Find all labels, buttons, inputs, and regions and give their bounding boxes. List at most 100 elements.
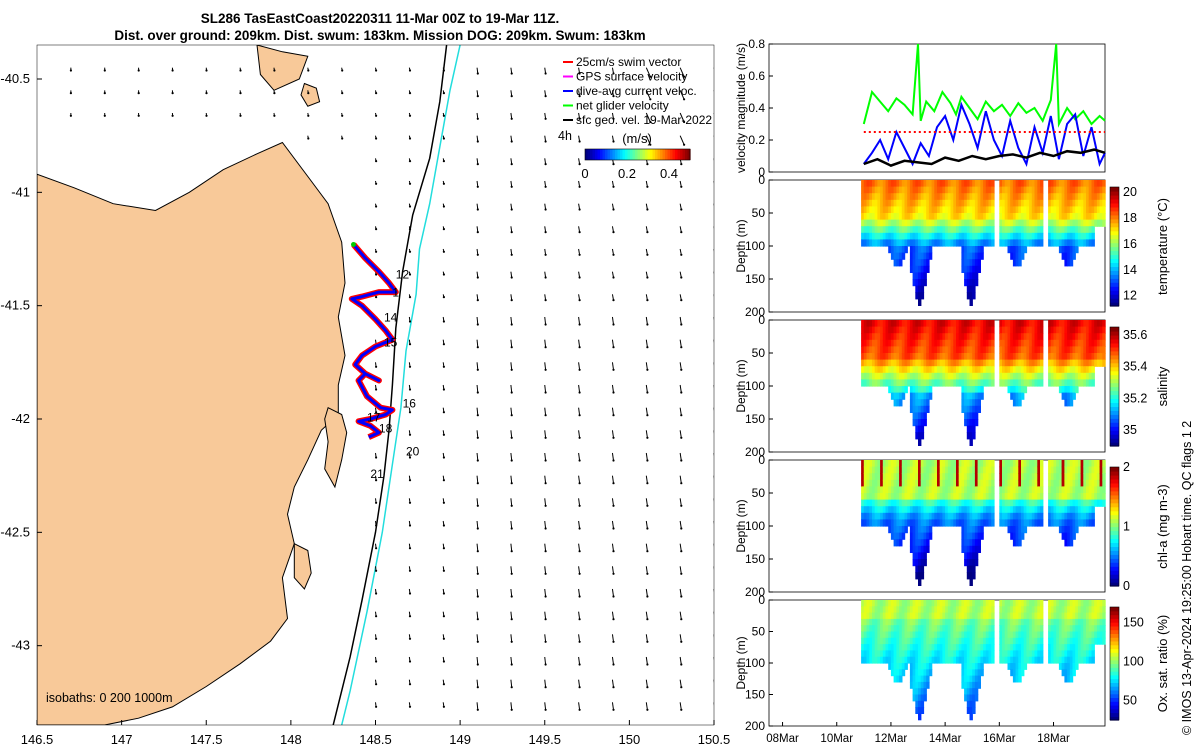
section-cell bbox=[961, 681, 965, 689]
section-cell bbox=[964, 681, 968, 689]
vector-arrow-head bbox=[680, 595, 683, 598]
section-cell bbox=[912, 532, 916, 540]
section-cell bbox=[872, 618, 876, 626]
section-cell bbox=[907, 372, 911, 380]
section-cell bbox=[912, 526, 916, 534]
vector-arrow-head bbox=[408, 137, 412, 140]
section-cell bbox=[977, 252, 981, 260]
section-cell bbox=[915, 493, 919, 501]
section-cell bbox=[945, 199, 949, 207]
section-cell bbox=[1086, 612, 1090, 620]
section-cell bbox=[904, 359, 908, 367]
colorbar-cell bbox=[1110, 716, 1119, 721]
section-cell bbox=[942, 193, 946, 201]
section-cell bbox=[861, 600, 865, 607]
section-cell bbox=[934, 606, 938, 614]
colorbar-cell bbox=[1110, 358, 1119, 364]
section-cell bbox=[896, 631, 900, 639]
section-cell bbox=[972, 339, 976, 347]
section-cell bbox=[1023, 663, 1028, 670]
section-cell bbox=[1037, 650, 1041, 658]
section-cell bbox=[912, 612, 916, 620]
vector-arrow-head bbox=[544, 686, 547, 689]
section-cell bbox=[961, 600, 965, 607]
vector-arrow-head bbox=[612, 72, 615, 75]
section-cell bbox=[1075, 246, 1079, 254]
vector-arrow bbox=[679, 339, 682, 348]
section-cell bbox=[969, 572, 973, 580]
section-cell bbox=[909, 532, 914, 540]
section-cell bbox=[985, 606, 990, 614]
section-cell bbox=[861, 473, 865, 481]
section-cell bbox=[915, 333, 919, 341]
section-cell bbox=[1018, 379, 1022, 387]
section-cell bbox=[945, 213, 949, 221]
section-cell bbox=[1099, 359, 1103, 367]
section-cell bbox=[904, 493, 908, 501]
vector-arrow-head bbox=[442, 660, 445, 663]
section-cell bbox=[937, 606, 941, 614]
section-cell bbox=[964, 473, 968, 481]
section-cell bbox=[882, 479, 887, 487]
section-cell bbox=[985, 479, 990, 487]
section-cell bbox=[1023, 499, 1028, 507]
section-cell bbox=[1018, 499, 1022, 507]
section-cell bbox=[890, 252, 895, 260]
section-cell bbox=[1075, 219, 1079, 227]
tasmania-land bbox=[37, 141, 346, 725]
section-cell bbox=[896, 226, 900, 234]
section-cell bbox=[1012, 372, 1017, 380]
section-cell bbox=[912, 193, 916, 201]
vector-arrow-head bbox=[680, 686, 683, 689]
section-cell bbox=[999, 372, 1003, 380]
section-cell bbox=[880, 359, 884, 367]
section-cell bbox=[985, 473, 990, 481]
section-cell bbox=[920, 219, 925, 227]
section-cell bbox=[909, 625, 914, 633]
section-cell bbox=[1075, 493, 1079, 501]
section-cell bbox=[964, 346, 968, 354]
colorbar-cell bbox=[1110, 570, 1119, 575]
section-cell bbox=[947, 600, 952, 607]
section-cell bbox=[874, 631, 879, 639]
section-cell bbox=[1048, 460, 1052, 468]
section-cell bbox=[1091, 650, 1095, 658]
section-cell bbox=[988, 644, 992, 651]
vector-arrow-head bbox=[578, 708, 581, 711]
vector-arrow-head bbox=[544, 117, 547, 120]
section-cell bbox=[983, 320, 987, 328]
section-cell bbox=[1067, 612, 1071, 620]
section-cell bbox=[1061, 606, 1065, 614]
section-cell bbox=[977, 206, 981, 214]
section-cell bbox=[1015, 372, 1019, 380]
vector-arrow-head bbox=[510, 276, 513, 279]
section-cell bbox=[1023, 466, 1028, 474]
section-cell bbox=[912, 650, 916, 658]
section-cell bbox=[1002, 326, 1006, 334]
section-cell bbox=[969, 644, 973, 651]
section-cell bbox=[909, 539, 914, 547]
section-cell bbox=[890, 473, 895, 481]
section-cell bbox=[1064, 669, 1068, 677]
section-cell bbox=[923, 681, 927, 689]
section-cell bbox=[912, 644, 916, 651]
colorbar-unit-label: (m/s) bbox=[622, 131, 652, 146]
section-cell bbox=[1040, 506, 1044, 514]
section-cell bbox=[885, 372, 889, 380]
section-cell bbox=[977, 386, 981, 394]
section-cell bbox=[1023, 618, 1028, 626]
section-cell bbox=[1069, 320, 1074, 328]
colorbar-cell bbox=[1110, 607, 1119, 612]
section-cell bbox=[923, 392, 927, 400]
section-cell bbox=[880, 206, 884, 214]
vector-arrow-head bbox=[578, 572, 581, 575]
section-cell bbox=[964, 606, 968, 614]
section-cell bbox=[1067, 631, 1071, 639]
colorbar-cell bbox=[660, 149, 664, 160]
vector-arrow-head bbox=[714, 482, 716, 484]
section-cell bbox=[923, 612, 927, 620]
section-cell bbox=[909, 600, 914, 607]
section-cell bbox=[915, 359, 919, 367]
vector-arrow-head bbox=[578, 527, 581, 530]
section-cell bbox=[1023, 600, 1028, 607]
